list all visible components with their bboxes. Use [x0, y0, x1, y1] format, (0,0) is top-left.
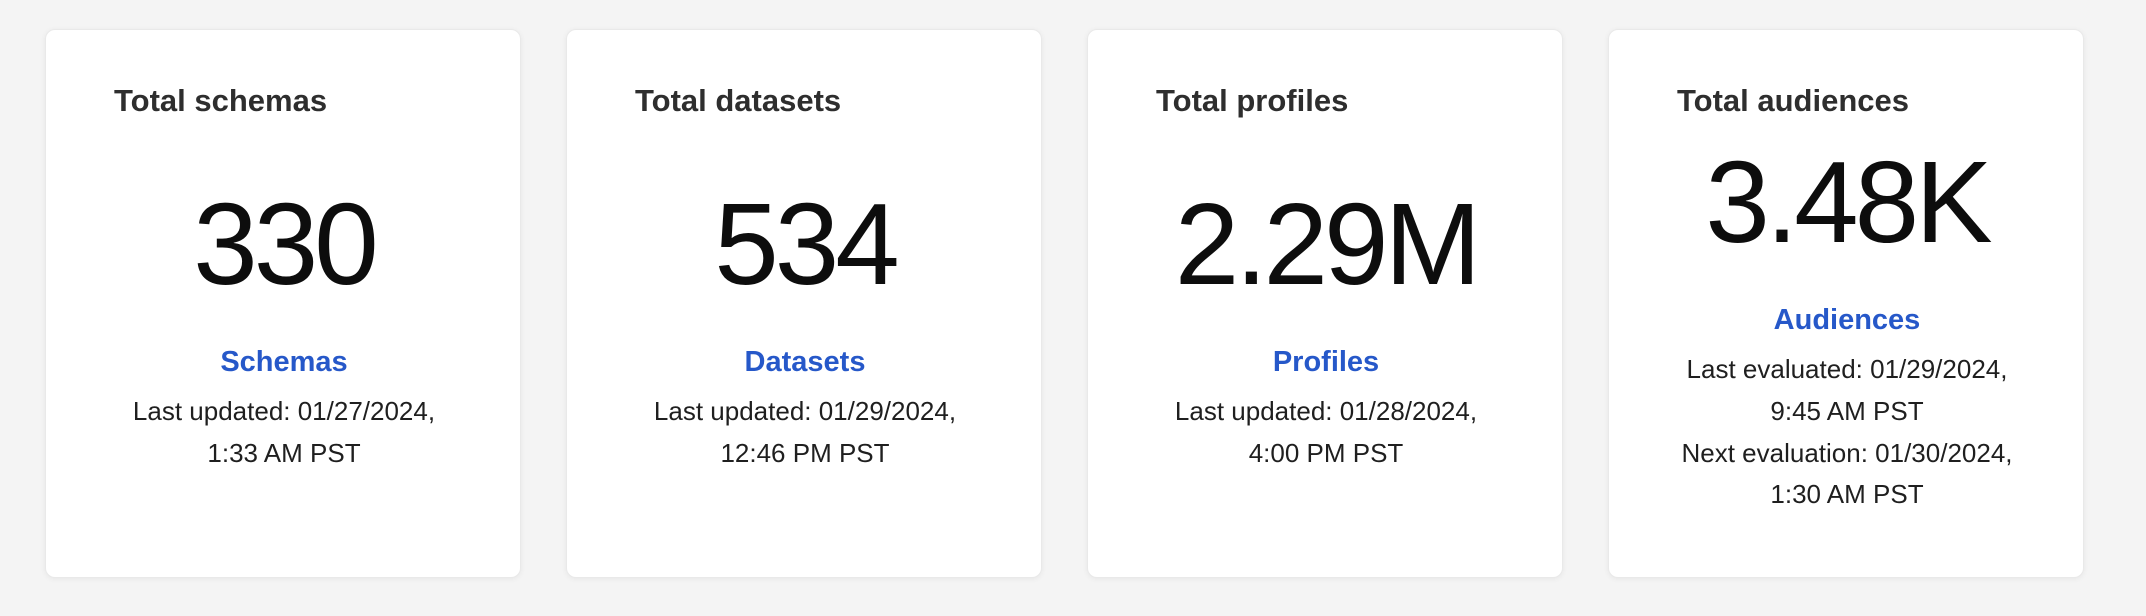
widget-body: 2.29M Profiles Last updated: 01/28/2024,…: [1156, 119, 1496, 541]
total-audiences-widget: Total audiences 3.48K Audiences Last eva…: [1608, 29, 2084, 578]
schemas-link[interactable]: Schemas: [220, 346, 348, 378]
widget-body: 330 Schemas Last updated: 01/27/2024, 1:…: [114, 119, 454, 541]
widget-body: 3.48K Audiences Last evaluated: 01/29/20…: [1677, 119, 2017, 541]
last-updated-caption: Last updated: 01/29/2024, 12:46 PM PST: [653, 396, 957, 468]
metric-value: 3.48K: [1705, 137, 1992, 268]
caption-block: Last evaluated: 01/29/2024, 9:45 AM PST …: [1677, 349, 2017, 515]
total-schemas-widget: Total schemas 330 Schemas Last updated: …: [45, 29, 521, 578]
widget-title: Total audiences: [1677, 83, 1909, 118]
total-datasets-widget: Total datasets 534 Datasets Last updated…: [566, 29, 1042, 578]
metrics-dashboard: Total schemas 330 Schemas Last updated: …: [45, 29, 2084, 578]
last-updated-caption: Last updated: 01/28/2024, 4:00 PM PST: [1174, 396, 1478, 468]
metric-value: 2.29M: [1174, 179, 1481, 309]
caption-block: Last updated: 01/27/2024, 1:33 AM PST: [114, 391, 454, 474]
widget-title: Total datasets: [635, 83, 842, 118]
caption-block: Last updated: 01/29/2024, 12:46 PM PST: [635, 391, 975, 474]
last-updated-caption: Last updated: 01/27/2024, 1:33 AM PST: [132, 396, 436, 468]
widget-title: Total profiles: [1156, 83, 1349, 118]
widget-body: 534 Datasets Last updated: 01/29/2024, 1…: [635, 119, 975, 541]
metric-value: 330: [193, 179, 379, 309]
last-evaluated-caption: Last evaluated: 01/29/2024, 9:45 AM PST: [1686, 354, 2008, 426]
profiles-link[interactable]: Profiles: [1272, 346, 1380, 378]
total-profiles-widget: Total profiles 2.29M Profiles Last updat…: [1087, 29, 1563, 578]
widget-title: Total schemas: [114, 83, 328, 118]
next-evaluation-caption: Next evaluation: 01/30/2024, 1:30 AM PST: [1681, 437, 2013, 510]
audiences-link[interactable]: Audiences: [1773, 304, 1921, 337]
caption-block: Last updated: 01/28/2024, 4:00 PM PST: [1156, 391, 1496, 474]
metric-value: 534: [714, 179, 900, 309]
datasets-link[interactable]: Datasets: [744, 346, 866, 378]
